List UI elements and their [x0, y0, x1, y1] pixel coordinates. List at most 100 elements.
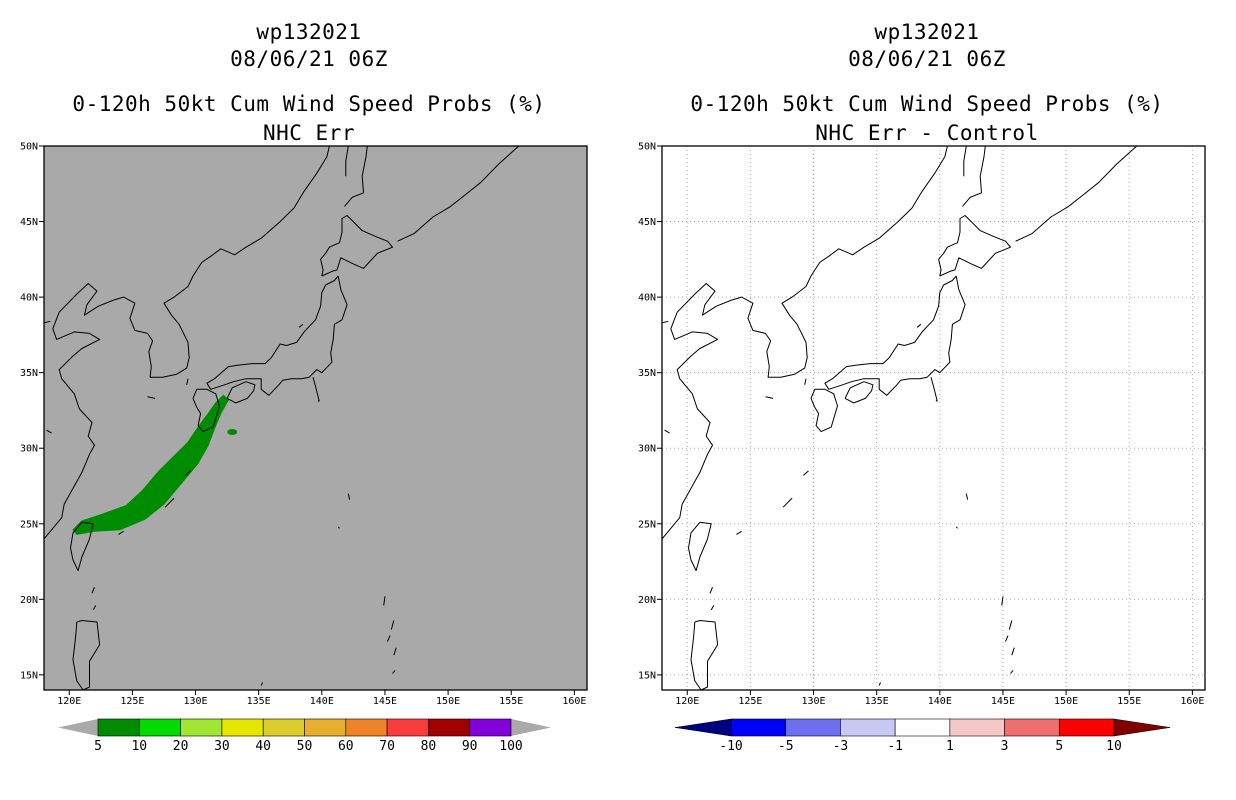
lat-tick-label: 50N [20, 142, 38, 153]
lon-tick-label: 120E [675, 696, 699, 707]
colorbar-label: 50 [297, 739, 313, 754]
coastline-mariana5 [387, 635, 391, 642]
colorbar-label: -3 [833, 739, 849, 754]
wind-probability-map: 50N 45N 40N 35N 30N 25N 20N 15N 120E 125E 130E 135E… [20, 142, 588, 754]
coastline-mainland [44, 146, 330, 540]
coastline-mariana3 [390, 620, 395, 630]
coastline-bonin [347, 493, 351, 500]
left-panel: wp132021 08/06/21 06Z 0-120h 50kt Cum Wi… [20, 20, 588, 754]
lat-tick-label: 25N [638, 519, 656, 530]
coastline-sadogashima [916, 323, 922, 328]
colorbar-label: 70 [379, 739, 395, 754]
coastline-batan [91, 587, 95, 594]
plot-subtitle: NHC Err [262, 121, 355, 145]
plot-title: 0-120h 50kt Cum Wind Speed Probs (%) [690, 92, 1164, 116]
plot-subtitle: NHC Err - Control [815, 121, 1039, 145]
lat-tick-label: 15N [638, 670, 656, 681]
coastline-hainan_ish [664, 429, 670, 434]
colorbar-swatch [386, 718, 429, 737]
lon-tick-label: 145E [991, 696, 1015, 707]
map-frame [661, 145, 1206, 691]
right-panel: wp132021 08/06/21 06Z 0-120h 50kt Cum Wi… [618, 0, 1236, 800]
lat-tick-label: 30N [638, 444, 656, 455]
colorbar-label: 90 [462, 739, 478, 754]
colorbar-label: -1 [887, 739, 903, 754]
colorbar-swatch [840, 718, 896, 737]
coastline-shandong_gulf [44, 320, 51, 324]
coastline-iwo [337, 526, 340, 529]
coastline-okinawa [164, 497, 175, 508]
plot-title: 0-120h 50kt Cum Wind Speed Probs (%) [72, 92, 546, 116]
lat-tick-label: 45N [20, 217, 38, 228]
lon-tick-label: 150E [1054, 696, 1078, 707]
lat-tick-label: 20N [20, 595, 38, 606]
probability-swath-spot [227, 429, 238, 436]
coastline-hainan_ish [46, 429, 52, 434]
colorbar-label: 60 [338, 739, 354, 754]
map-background [44, 146, 587, 690]
lon-tick-label: 145E [373, 696, 397, 707]
colorbar-label: 10 [1106, 739, 1122, 754]
colorbar-swatch [1058, 718, 1115, 737]
coastline-shikoku [844, 381, 874, 404]
coastline-mariana3 [1008, 620, 1013, 630]
coastline-mariana1 [392, 670, 396, 674]
coastline-oshima [803, 470, 809, 476]
colorbar-swatch [1004, 718, 1060, 737]
coastline-mariana5 [1005, 635, 1009, 642]
forecast-datetime: 08/06/21 06Z [848, 47, 1006, 71]
storm-id: wp132021 [874, 20, 980, 44]
colorbar: -10 -5 -3 -1 1 3 5 10 [674, 718, 1171, 754]
colorbar-swatch [221, 718, 264, 737]
coastline-mariana4 [1001, 596, 1004, 606]
lon-tick-label: 125E [120, 696, 144, 707]
colorbar-swatch [97, 718, 140, 737]
colorbar-swatch [469, 718, 512, 737]
colorbar-label: 30 [214, 739, 230, 754]
lon-tick-label: 160E [1180, 696, 1204, 707]
lon-tick-label: 120E [57, 696, 81, 707]
lon-tick-label: 130E [801, 696, 825, 707]
colorbar-label: 1 [946, 739, 954, 754]
colorbar-over-arrow [1113, 718, 1171, 737]
colorbar-over-arrow [511, 719, 551, 736]
probability-swath [72, 394, 229, 535]
coastline-taiwan [688, 521, 712, 572]
coastline-oshima [185, 470, 191, 476]
coastline-mariana4 [383, 596, 386, 606]
lat-tick-label: 50N [638, 142, 656, 153]
coastline-mariana2 [393, 647, 397, 656]
lat-tick-label: 25N [20, 519, 38, 530]
lon-tick-label: 125E [738, 696, 762, 707]
difference-map: 50N 45N 40N 35N 30N 25N 20N 15N 120E 125E 130E 135E… [638, 142, 1206, 754]
coastline-luzon [72, 620, 101, 690]
coastline-caroline [260, 682, 263, 686]
colorbar-label: 40 [255, 739, 271, 754]
coastline-sakhalin [344, 146, 368, 207]
coastline-kyushu [192, 388, 220, 433]
coastline-honshu [206, 275, 348, 396]
lon-tick-label: 160E [562, 696, 586, 707]
coastline-jeju [147, 396, 156, 399]
colorbar-label: 3 [1001, 739, 1009, 754]
colorbar-swatch [139, 718, 181, 737]
map-frame [43, 145, 588, 691]
coastline-babuyan [710, 605, 715, 611]
colorbar-label: -10 [719, 739, 742, 754]
coastline-tsushima [186, 378, 189, 385]
colorbar-label: 5 [94, 739, 102, 754]
coastline-sakhalin_w [345, 146, 349, 177]
map-background [662, 146, 1205, 690]
colorbar-swatch [428, 718, 470, 737]
coastline-honshu [824, 275, 966, 396]
lat-tick-label: 45N [638, 217, 656, 228]
coastline-hokkaido [320, 215, 393, 277]
coastline-luzon [690, 620, 719, 690]
colorbar: 5 10 20 30 40 50 60 70 80 90 100 [58, 718, 551, 754]
coastline-izu [312, 377, 320, 402]
coastline-hokkaido [938, 215, 1011, 277]
lat-tick-label: 30N [20, 444, 38, 455]
colorbar-label: -5 [778, 739, 794, 754]
lat-tick-label: 40N [638, 293, 656, 304]
coastline-taiwan [70, 521, 94, 572]
